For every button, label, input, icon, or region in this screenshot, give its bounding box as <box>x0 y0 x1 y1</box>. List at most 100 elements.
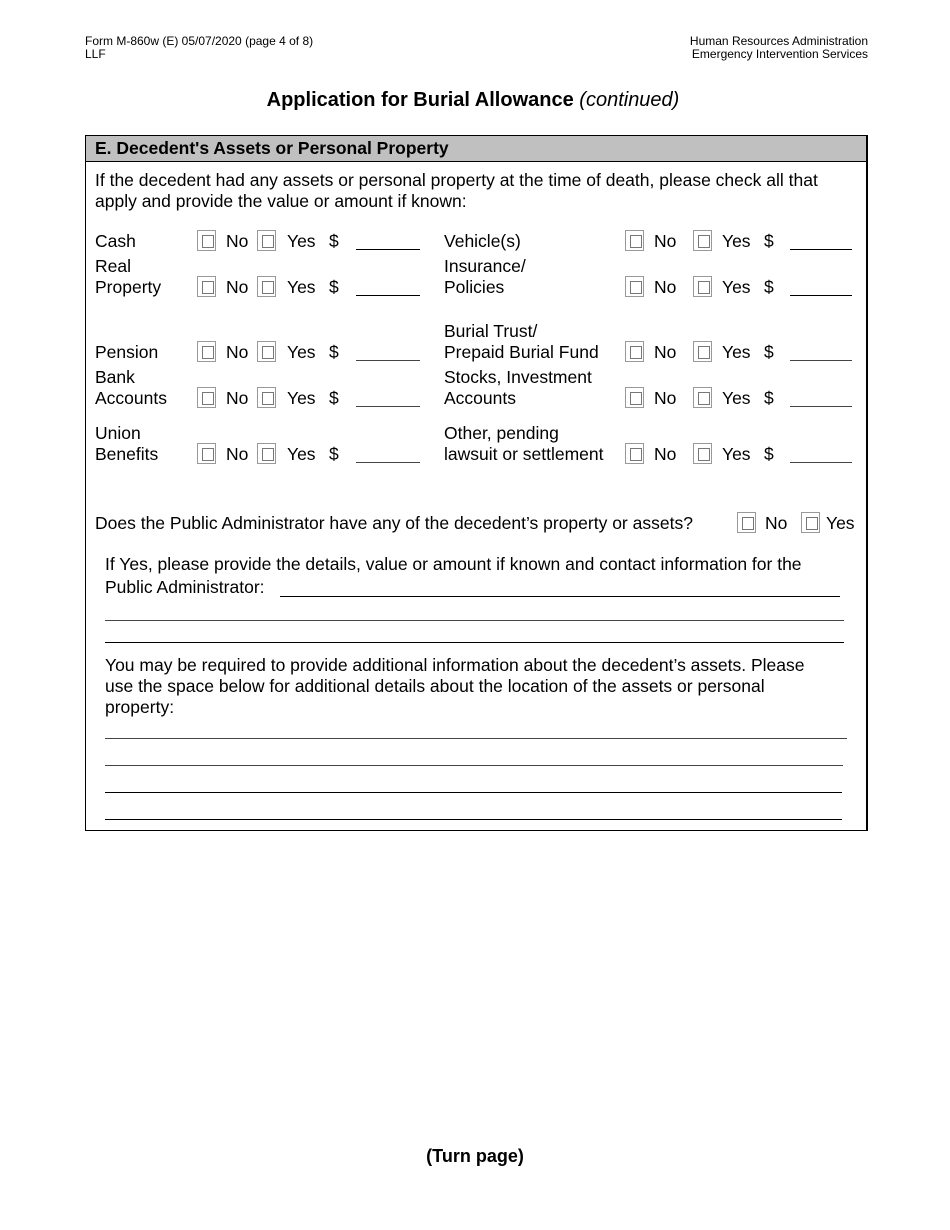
asset-label-line1: Insurance/ <box>444 256 526 276</box>
currency-symbol: $ <box>764 444 774 464</box>
section-e-box <box>85 135 868 831</box>
asset-no-checkbox[interactable] <box>197 276 216 297</box>
asset-yes-checkbox[interactable] <box>257 276 276 297</box>
asset-label: Vehicle(s) <box>444 231 521 251</box>
asset-amount-field[interactable] <box>356 406 420 407</box>
asset-no-label: No <box>654 342 677 362</box>
asset-no-label: No <box>654 231 677 251</box>
currency-symbol: $ <box>764 342 774 362</box>
agency-name: Human Resources Administration <box>689 34 868 48</box>
asset-no-checkbox[interactable] <box>197 387 216 408</box>
asset-no-label: No <box>226 231 249 251</box>
asset-label-line2: Property <box>95 277 162 297</box>
asset-label-line2: lawsuit or settlement <box>444 444 604 464</box>
section-header-bar: E. Decedent's Assets or Personal Propert… <box>86 136 866 162</box>
additional-info-field-3[interactable] <box>105 792 842 793</box>
currency-symbol: $ <box>329 231 339 251</box>
title-main: Application for Burial Allowance <box>266 89 574 111</box>
asset-no-label: No <box>226 277 249 297</box>
turn-page-note: (Turn page) <box>426 1146 524 1166</box>
asset-yes-label: Yes <box>287 388 316 408</box>
asset-amount-field[interactable] <box>356 249 420 250</box>
public-admin-yes-label: Yes <box>826 513 855 533</box>
public-admin-question: Does the Public Administrator have any o… <box>95 513 693 533</box>
section-heading: E. Decedent's Assets or Personal Propert… <box>95 138 449 158</box>
public-admin-yes-checkbox[interactable] <box>801 512 820 533</box>
asset-label-line1: Union <box>95 423 141 443</box>
asset-label-line1: Burial Trust/ <box>444 321 538 341</box>
asset-yes-label: Yes <box>287 444 316 464</box>
currency-symbol: $ <box>329 388 339 408</box>
asset-no-label: No <box>654 388 677 408</box>
additional-info-line1: You may be required to provide additiona… <box>105 655 805 675</box>
asset-no-checkbox[interactable] <box>197 341 216 362</box>
form-code: LLF <box>85 47 106 61</box>
asset-yes-checkbox[interactable] <box>257 387 276 408</box>
asset-yes-checkbox[interactable] <box>693 276 712 297</box>
asset-no-label: No <box>226 444 249 464</box>
additional-info-field-1[interactable] <box>105 738 847 739</box>
asset-no-checkbox[interactable] <box>625 387 644 408</box>
asset-amount-field[interactable] <box>790 360 852 361</box>
public-admin-details-line2: Public Administrator: <box>105 577 265 597</box>
page-title: Application for Burial Allowance (contin… <box>0 89 946 112</box>
additional-info-line3: property: <box>105 697 175 717</box>
department-name: Emergency Intervention Services <box>691 47 868 61</box>
currency-symbol: $ <box>764 277 774 297</box>
asset-yes-checkbox[interactable] <box>257 230 276 251</box>
form-id: Form M-860w (E) 05/07/2020 (page 4 of 8) <box>85 34 314 48</box>
asset-no-checkbox[interactable] <box>625 230 644 251</box>
asset-no-checkbox[interactable] <box>625 276 644 297</box>
public-admin-no-checkbox[interactable] <box>737 512 756 533</box>
asset-amount-field[interactable] <box>790 295 852 296</box>
asset-label-line1: Real <box>95 256 131 276</box>
asset-amount-field[interactable] <box>356 295 420 296</box>
public-admin-details-field-2[interactable] <box>105 620 844 621</box>
asset-amount-field[interactable] <box>790 406 852 407</box>
asset-label-line1: Bank <box>95 367 135 387</box>
asset-no-checkbox[interactable] <box>625 443 644 464</box>
asset-yes-checkbox[interactable] <box>693 341 712 362</box>
asset-no-label: No <box>226 388 249 408</box>
asset-amount-field[interactable] <box>356 360 420 361</box>
title-suffix: (continued) <box>579 89 680 111</box>
asset-label-line2: Prepaid Burial Fund <box>444 342 599 362</box>
additional-info-field-2[interactable] <box>105 765 843 766</box>
asset-yes-label: Yes <box>722 231 751 251</box>
asset-yes-checkbox[interactable] <box>257 341 276 362</box>
currency-symbol: $ <box>329 342 339 362</box>
asset-yes-label: Yes <box>722 444 751 464</box>
asset-yes-label: Yes <box>722 342 751 362</box>
asset-label-line2: Accounts <box>95 388 167 408</box>
asset-label-line2: Accounts <box>444 388 516 408</box>
asset-amount-field[interactable] <box>790 249 852 250</box>
form-id-block: Form M-860w (E) 05/07/2020 (page 4 of 8)… <box>85 35 313 61</box>
agency-block: Human Resources Administration Emergency… <box>690 35 868 61</box>
asset-amount-field[interactable] <box>356 462 420 463</box>
asset-no-checkbox[interactable] <box>197 230 216 251</box>
asset-label: Cash <box>95 231 136 251</box>
public-admin-details-field-3[interactable] <box>105 642 844 643</box>
section-intro: If the decedent had any assets or person… <box>95 170 818 211</box>
public-admin-details-line1: If Yes, please provide the details, valu… <box>105 554 802 574</box>
asset-yes-label: Yes <box>287 231 316 251</box>
asset-no-label: No <box>654 277 677 297</box>
asset-label-line2: Policies <box>444 277 505 297</box>
asset-label-line1: Stocks, Investment <box>444 367 592 387</box>
asset-no-checkbox[interactable] <box>197 443 216 464</box>
asset-amount-field[interactable] <box>790 462 852 463</box>
asset-yes-checkbox[interactable] <box>693 443 712 464</box>
asset-yes-label: Yes <box>287 342 316 362</box>
asset-yes-checkbox[interactable] <box>693 387 712 408</box>
currency-symbol: $ <box>764 231 774 251</box>
asset-label: Pension <box>95 342 159 362</box>
asset-label-line2: Benefits <box>95 444 159 464</box>
asset-yes-checkbox[interactable] <box>257 443 276 464</box>
asset-yes-checkbox[interactable] <box>693 230 712 251</box>
currency-symbol: $ <box>764 388 774 408</box>
asset-no-checkbox[interactable] <box>625 341 644 362</box>
additional-info-field-4[interactable] <box>105 819 842 820</box>
public-admin-details-field-1[interactable] <box>280 596 840 597</box>
public-admin-no-label: No <box>765 513 788 533</box>
